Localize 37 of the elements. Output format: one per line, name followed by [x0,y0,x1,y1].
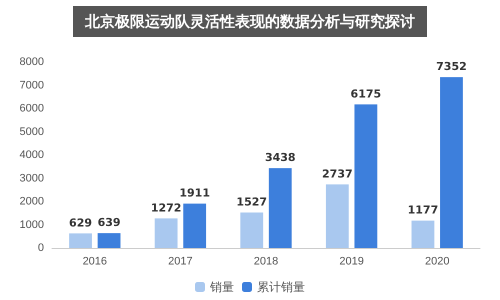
data-label: 1272 [150,201,182,214]
chart-title: 北京极限运动队灵活性表现的数据分析与研究探讨 [84,12,415,30]
data-label: 1177 [408,204,438,217]
data-label: 629 [69,216,92,230]
bar [240,212,264,248]
bar [154,218,178,248]
bar [268,168,292,248]
bar [183,204,206,248]
x-tick-label: 2020 [424,256,450,268]
bar [412,220,434,248]
bar [69,233,92,248]
data-label: 1527 [236,195,268,208]
y-tick-label: 0 [38,242,44,254]
x-tick-label: 2019 [339,256,364,268]
legend-label: 销量 [209,280,234,294]
bar [98,233,120,248]
y-tick-label: 1000 [20,218,44,231]
y-tick-label: 7000 [20,79,44,92]
legend-label: 累计销量 [257,280,305,294]
y-tick-label: 5000 [20,126,44,138]
y-tick-label: 2000 [20,196,44,208]
x-tick-label: 2017 [168,256,193,268]
data-label: 7352 [436,60,467,74]
bar [440,77,463,248]
x-tick-label: 2016 [82,256,108,268]
y-tick-label: 6000 [20,102,44,114]
data-label: 1911 [179,186,210,200]
x-tick-label: 2018 [254,256,278,268]
data-label: 2737 [322,167,353,180]
bar [354,104,378,248]
data-label: 6175 [350,87,382,100]
y-tick-label: 3000 [20,172,44,184]
data-label: 3438 [264,151,296,164]
y-tick-label: 8000 [20,56,44,68]
bar [326,184,349,248]
data-label: 639 [98,216,121,230]
y-tick-label: 4000 [20,149,44,161]
